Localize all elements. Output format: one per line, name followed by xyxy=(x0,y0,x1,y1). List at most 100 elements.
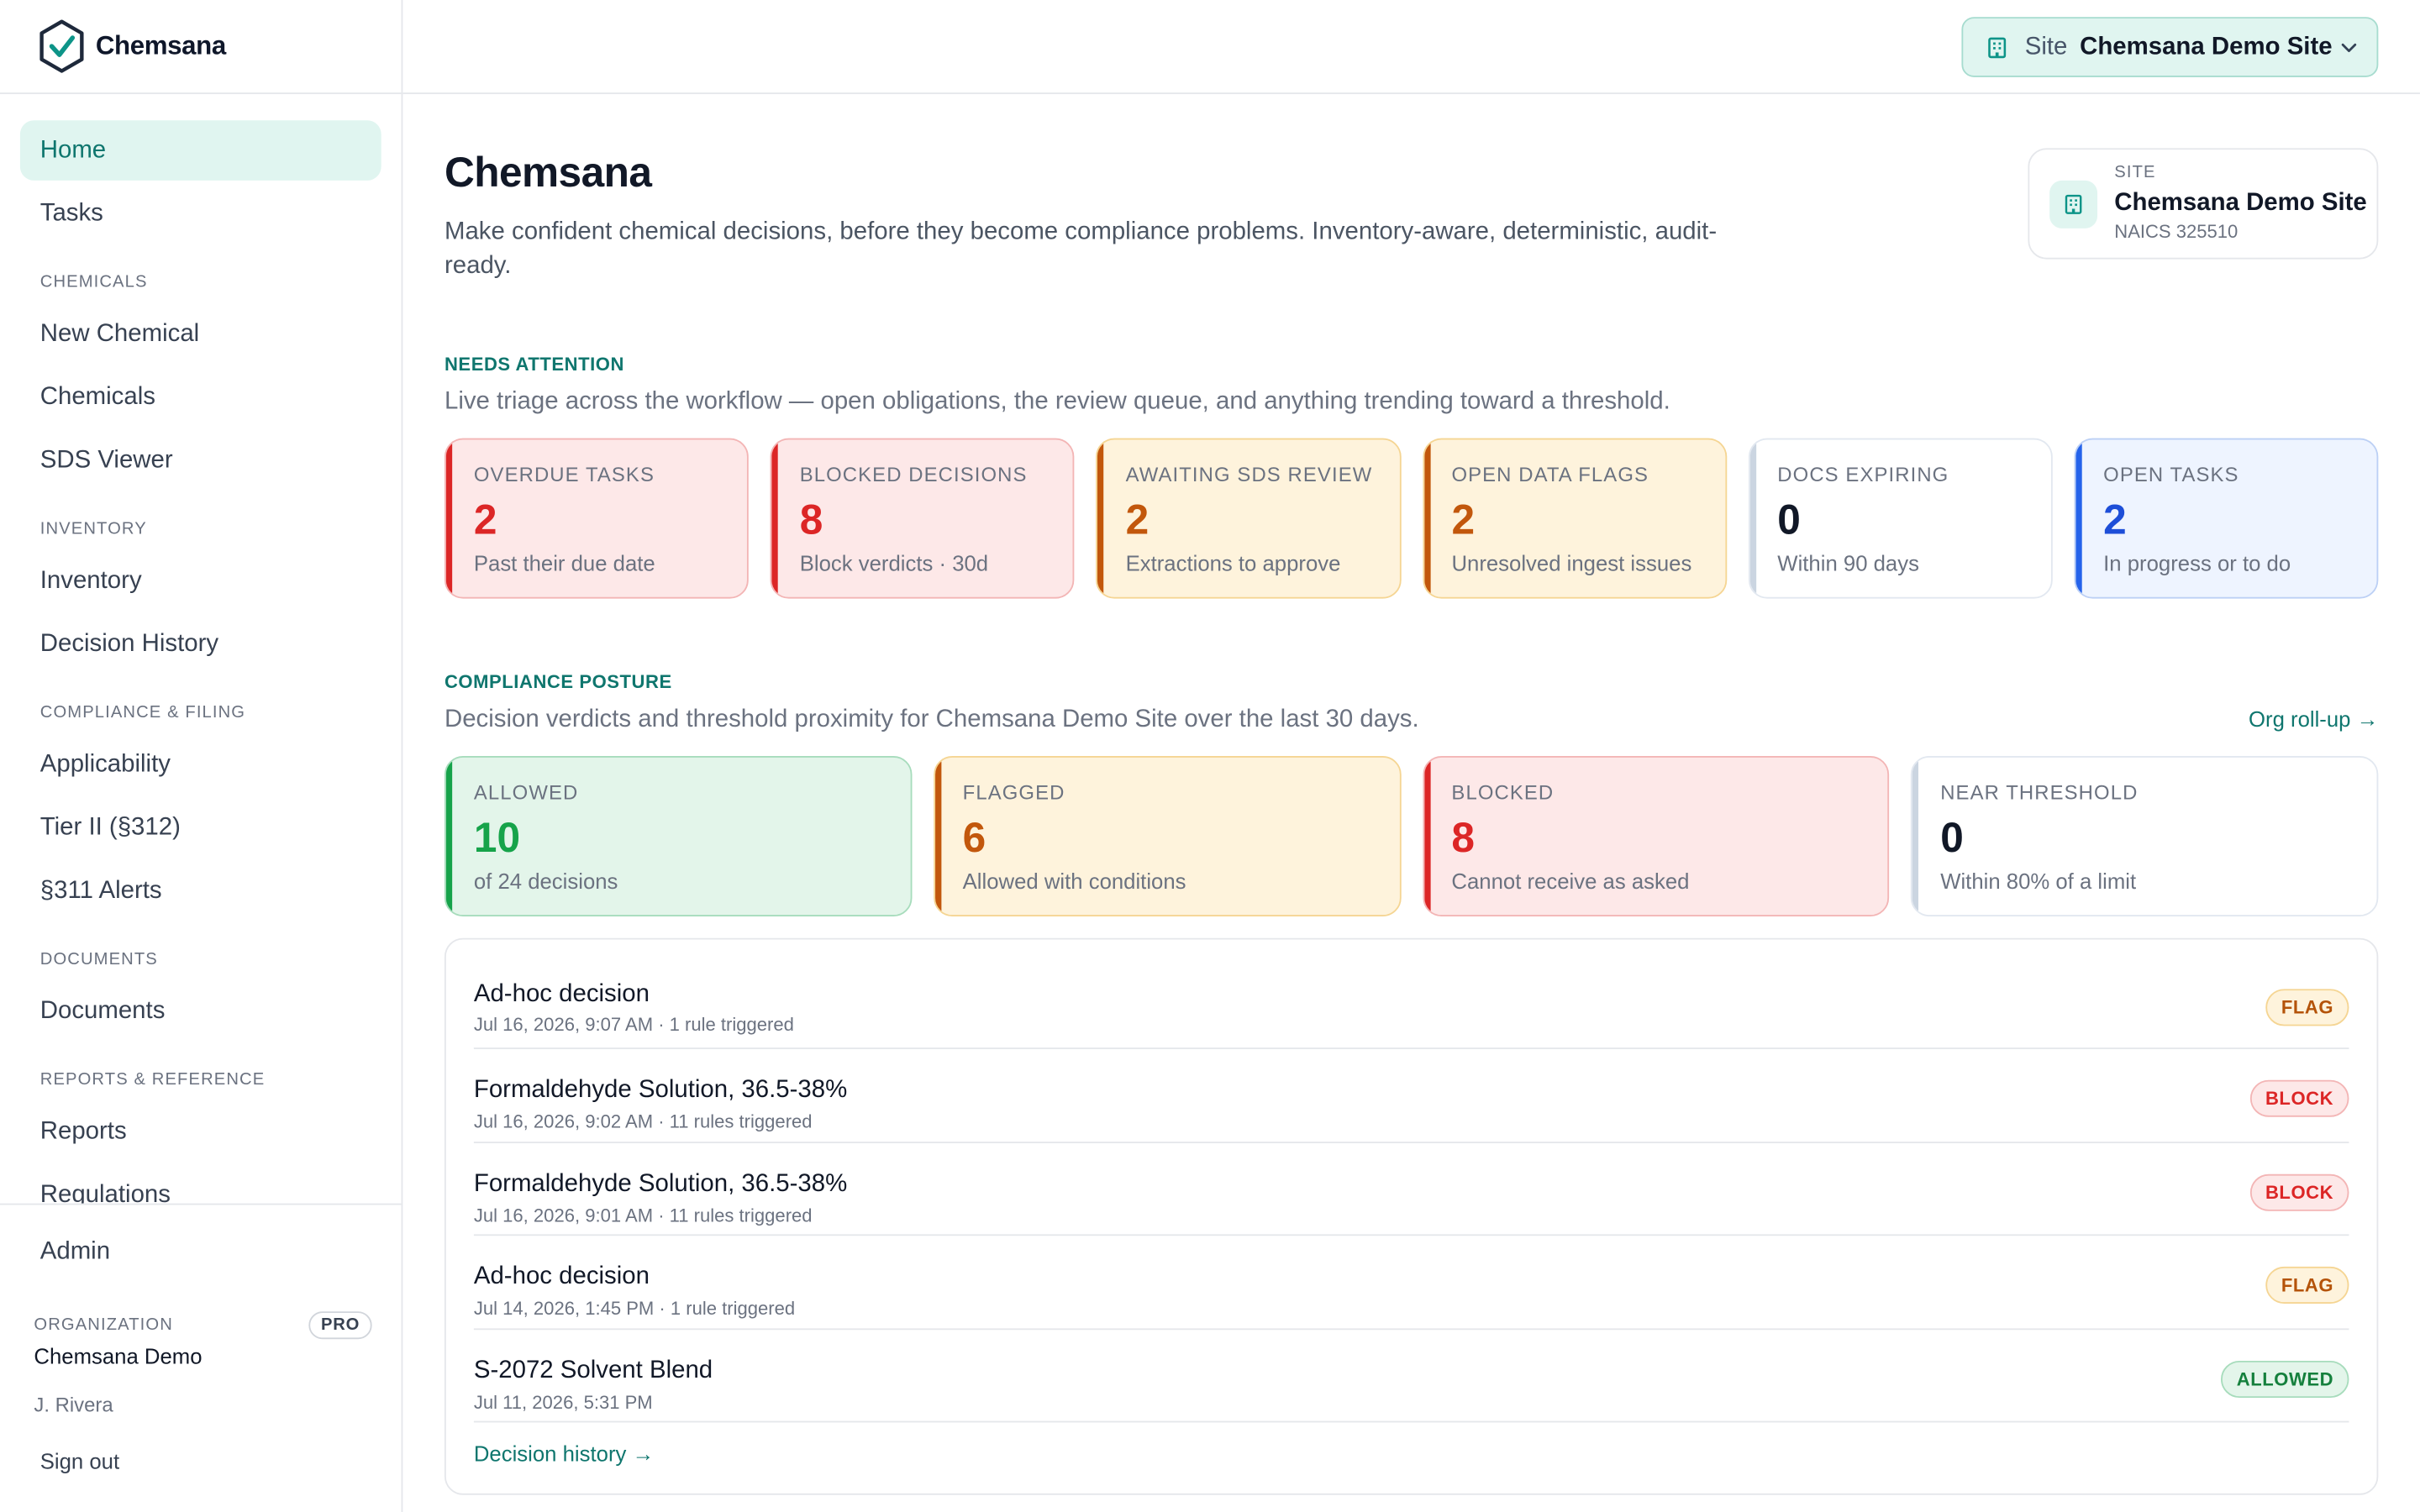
decision-meta: Jul 16, 2026, 9:07 AM · 1 rule triggered xyxy=(473,1013,794,1036)
stat-card-title: Blocked Decisions xyxy=(799,463,1028,486)
stat-card-subtitle: Cannot receive as asked xyxy=(1451,869,1690,894)
stat-card-blocked[interactable]: Blocked 8 Cannot receive as asked xyxy=(1422,755,1890,916)
nav-section-chemicals: CHEMICALS xyxy=(39,273,148,292)
sidebar-nav: Home Tasks CHEMICALS New Chemical Chemicals S… xyxy=(0,94,402,1204)
sidebar-item-decision-history[interactable]: Decision History xyxy=(39,630,219,657)
decision-title: Ad-hoc decision xyxy=(473,1263,650,1290)
stat-card-value: 0 xyxy=(1940,814,1964,861)
stat-card-subtitle: Past their due date xyxy=(473,550,655,576)
sidebar-item-home[interactable]: Home xyxy=(19,120,381,181)
verdict-badge: FLAG xyxy=(2265,989,2349,1026)
sidebar-item-tier-ii-312[interactable]: Tier II (§312) xyxy=(39,813,181,841)
sidebar-item-inventory[interactable]: Inventory xyxy=(39,566,142,594)
stat-card-title: Flagged xyxy=(962,780,1065,804)
page-description: Make confident chemical decisions, befor… xyxy=(444,218,1718,280)
building-icon xyxy=(2065,194,2082,214)
site-selector[interactable]: Site Chemsana Demo Site xyxy=(1961,17,2379,77)
stat-card-flagged[interactable]: Flagged 6 Allowed with conditions xyxy=(933,755,1401,916)
stat-card-value: 2 xyxy=(473,496,497,543)
compliance-posture-cards: Allowed 10 of 24 decisions Flagged 6 Allowed … xyxy=(444,755,2379,916)
stat-card-subtitle: In progress or to do xyxy=(2103,550,2291,576)
stat-card-overdue-tasks[interactable]: Overdue Tasks 2 Past their due date xyxy=(444,438,750,599)
stat-card-value: 8 xyxy=(799,496,823,543)
stat-card-subtitle: Within 90 days xyxy=(1777,550,1919,576)
sidebar-item-applicability[interactable]: Applicability xyxy=(39,750,171,777)
stat-card-open-data-flags[interactable]: Open Data Flags 2 Unresolved ingest issues xyxy=(1422,438,1727,599)
decision-title: Formaldehyde Solution, 36.5-38% xyxy=(473,1077,848,1104)
site-selector-label: Site xyxy=(2024,33,2068,60)
stat-card-value: 10 xyxy=(473,814,521,861)
compliance-posture-label: COMPLIANCE POSTURE xyxy=(444,670,672,693)
stat-card-subtitle: Unresolved ingest issues xyxy=(1451,550,1692,576)
decision-row[interactable]: S-2072 Solvent Blend Jul 11, 2026, 5:31 P… xyxy=(473,1329,2349,1423)
sidebar-item-new-chemical[interactable]: New Chemical xyxy=(39,320,200,347)
decision-row[interactable]: Ad-hoc decision Jul 16, 2026, 9:07 AM · 1… xyxy=(473,940,2349,1049)
verdict-badge: BLOCK xyxy=(2249,1173,2349,1210)
decision-meta: Jul 16, 2026, 9:02 AM · 11 rules trigger… xyxy=(473,1110,813,1133)
sidebar-item-reports[interactable]: Reports xyxy=(39,1117,127,1144)
site-card-naics: NAICS 325510 xyxy=(2114,220,2238,243)
sidebar-item-tasks[interactable]: Tasks xyxy=(39,199,103,227)
stat-card-value: 2 xyxy=(1451,496,1476,543)
nav-section-reports-reference: REPORTS & REFERENCE xyxy=(39,1070,266,1089)
stat-card-near-threshold[interactable]: Near Threshold 0 Within 80% of a limit xyxy=(1911,755,2379,916)
verdict-badge: FLAG xyxy=(2265,1266,2349,1305)
user-name: J. Rivera xyxy=(34,1393,113,1417)
brand-name: Chemsana xyxy=(95,30,226,60)
sidebar-item-311-alerts[interactable]: §311 Alerts xyxy=(39,877,162,904)
sidebar-item-regulations[interactable]: Regulations xyxy=(39,1180,171,1204)
stat-card-value: 6 xyxy=(962,814,986,861)
decision-meta: Jul 11, 2026, 5:31 PM xyxy=(473,1390,653,1413)
site-selector-value: Chemsana Demo Site xyxy=(2080,33,2333,60)
decision-row[interactable]: Formaldehyde Solution, 36.5-38% Jul 16, 2… xyxy=(473,1049,2349,1143)
org-rollup-link[interactable]: Org roll-up → xyxy=(2249,706,2379,732)
stat-card-blocked-decisions[interactable]: Blocked Decisions 8 Block verdicts · 30d xyxy=(770,438,1075,599)
site-card-icon xyxy=(2049,180,2098,228)
needs-attention-label: NEEDS ATTENTION xyxy=(444,353,624,375)
organization-label: ORGANIZATION xyxy=(34,1315,173,1335)
stat-card-value: 8 xyxy=(1451,814,1476,861)
sign-out-link[interactable]: Sign out xyxy=(39,1448,120,1474)
decision-history-link[interactable]: Decision history → xyxy=(473,1441,655,1466)
stat-card-title: Awaiting SDS Review xyxy=(1125,463,1373,486)
sidebar-item-chemicals[interactable]: Chemicals xyxy=(39,383,155,410)
stat-card-subtitle: Extractions to approve xyxy=(1125,550,1341,576)
stat-card-subtitle: Allowed with conditions xyxy=(962,869,1186,894)
needs-attention-cards: Overdue Tasks 2 Past their due date Blocked… xyxy=(444,438,2379,599)
stat-card-allowed[interactable]: Allowed 10 of 24 decisions xyxy=(444,755,913,916)
stat-card-open-tasks[interactable]: Open Tasks 2 In progress or to do xyxy=(2074,438,2379,599)
brand[interactable]: Chemsana xyxy=(0,0,402,95)
recent-decisions-panel: Ad-hoc decision Jul 16, 2026, 9:07 AM · 1… xyxy=(444,937,2379,1495)
stat-card-awaiting-sds-review[interactable]: Awaiting SDS Review 2 Extractions to appro… xyxy=(1096,438,1401,599)
topbar: Site Chemsana Demo Site xyxy=(402,0,2420,95)
plan-badge: PRO xyxy=(308,1311,372,1340)
nav-section-documents: DOCUMENTS xyxy=(39,950,158,969)
stat-card-title: Overdue Tasks xyxy=(473,463,655,486)
stat-card-title: Open Data Flags xyxy=(1451,463,1649,486)
decision-title: Formaldehyde Solution, 36.5-38% xyxy=(473,1170,848,1197)
compliance-posture-subtitle: Decision verdicts and threshold proximit… xyxy=(444,706,1419,733)
site-card-name: Chemsana Demo Site xyxy=(2114,189,2367,217)
stat-card-title: Blocked xyxy=(1451,780,1555,804)
sidebar-footer: Admin ORGANIZATION PRO Chemsana Demo J. … xyxy=(0,1203,402,1512)
sidebar-item-documents[interactable]: Documents xyxy=(39,997,166,1024)
decision-list: Ad-hoc decision Jul 16, 2026, 9:07 AM · 1… xyxy=(473,940,2349,1423)
stat-card-subtitle: Block verdicts · 30d xyxy=(799,550,989,576)
site-card: SITE Chemsana Demo Site NAICS 325510 xyxy=(2028,148,2379,260)
stat-card-value: 2 xyxy=(1125,496,1150,543)
organization-name: Chemsana Demo xyxy=(34,1343,203,1369)
sidebar-item-admin[interactable]: Admin xyxy=(39,1238,111,1266)
stat-card-docs-expiring[interactable]: Docs Expiring 0 Within 90 days xyxy=(1748,438,2053,599)
site-card-label: SITE xyxy=(2114,163,2156,182)
needs-attention-subtitle: Live triage across the workflow — open o… xyxy=(444,388,1670,416)
sidebar-item-sds-viewer[interactable]: SDS Viewer xyxy=(39,446,173,473)
stat-card-title: Allowed xyxy=(473,780,579,804)
decision-title: S-2072 Solvent Blend xyxy=(473,1357,713,1383)
nav-section-inventory: INVENTORY xyxy=(39,519,147,539)
stat-card-value: 0 xyxy=(1777,496,1801,543)
page-title: Chemsana xyxy=(444,150,652,197)
verdict-badge: ALLOWED xyxy=(2221,1360,2349,1398)
decision-row[interactable]: Formaldehyde Solution, 36.5-38% Jul 16, 2… xyxy=(473,1142,2349,1236)
verdict-badge: BLOCK xyxy=(2249,1079,2349,1117)
decision-row[interactable]: Ad-hoc decision Jul 14, 2026, 1:45 PM · 1… xyxy=(473,1236,2349,1330)
